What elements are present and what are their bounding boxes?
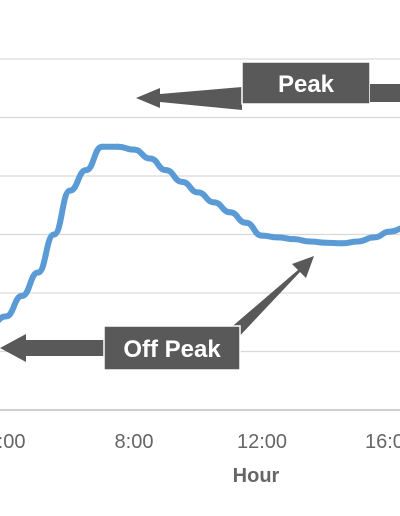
data-point — [131, 146, 137, 153]
x-tick-labels: 4:00 8:00 12:00 16:00 — [0, 431, 400, 453]
off-peak-arrow-left — [0, 334, 104, 362]
peak-label: Peak — [278, 71, 335, 98]
data-point — [307, 238, 313, 245]
data-point — [179, 178, 185, 185]
data-point — [67, 187, 73, 194]
x-tick-label: 4:00 — [0, 431, 25, 453]
peak-label-box — [241, 61, 371, 105]
off-peak-label-box — [103, 325, 241, 371]
data-point — [243, 219, 249, 226]
data-point — [51, 231, 57, 238]
data-point — [227, 209, 233, 216]
x-tick-label: 8:00 — [115, 431, 154, 453]
data-point — [83, 167, 89, 174]
series-line — [0, 143, 400, 324]
data-point — [291, 236, 297, 243]
data-point — [147, 155, 153, 162]
off-peak-arrow-up — [228, 256, 314, 342]
x-tick-label: 16:00 — [365, 431, 400, 453]
data-point — [259, 232, 265, 239]
peak-arrow-right — [370, 84, 400, 102]
data-point — [163, 167, 169, 174]
peak-arrow — [136, 87, 242, 110]
data-point — [371, 234, 377, 241]
data-point — [19, 292, 25, 299]
data-point — [35, 269, 41, 276]
data-point — [387, 228, 393, 235]
data-point — [275, 234, 281, 241]
off-peak-callout: Off Peak — [0, 256, 314, 371]
data-point — [339, 240, 345, 247]
data-point — [115, 143, 121, 150]
off-peak-label: Off Peak — [123, 336, 221, 363]
data-point — [323, 239, 329, 246]
x-tick-label: 12:00 — [237, 431, 287, 453]
data-point — [355, 238, 361, 245]
x-axis-title: Hour — [233, 465, 280, 487]
data-point — [99, 143, 105, 150]
data-point — [195, 189, 201, 196]
data-point — [3, 313, 9, 320]
series-layer — [0, 143, 400, 324]
peak-callout: Peak — [136, 61, 400, 110]
data-point — [211, 199, 217, 206]
